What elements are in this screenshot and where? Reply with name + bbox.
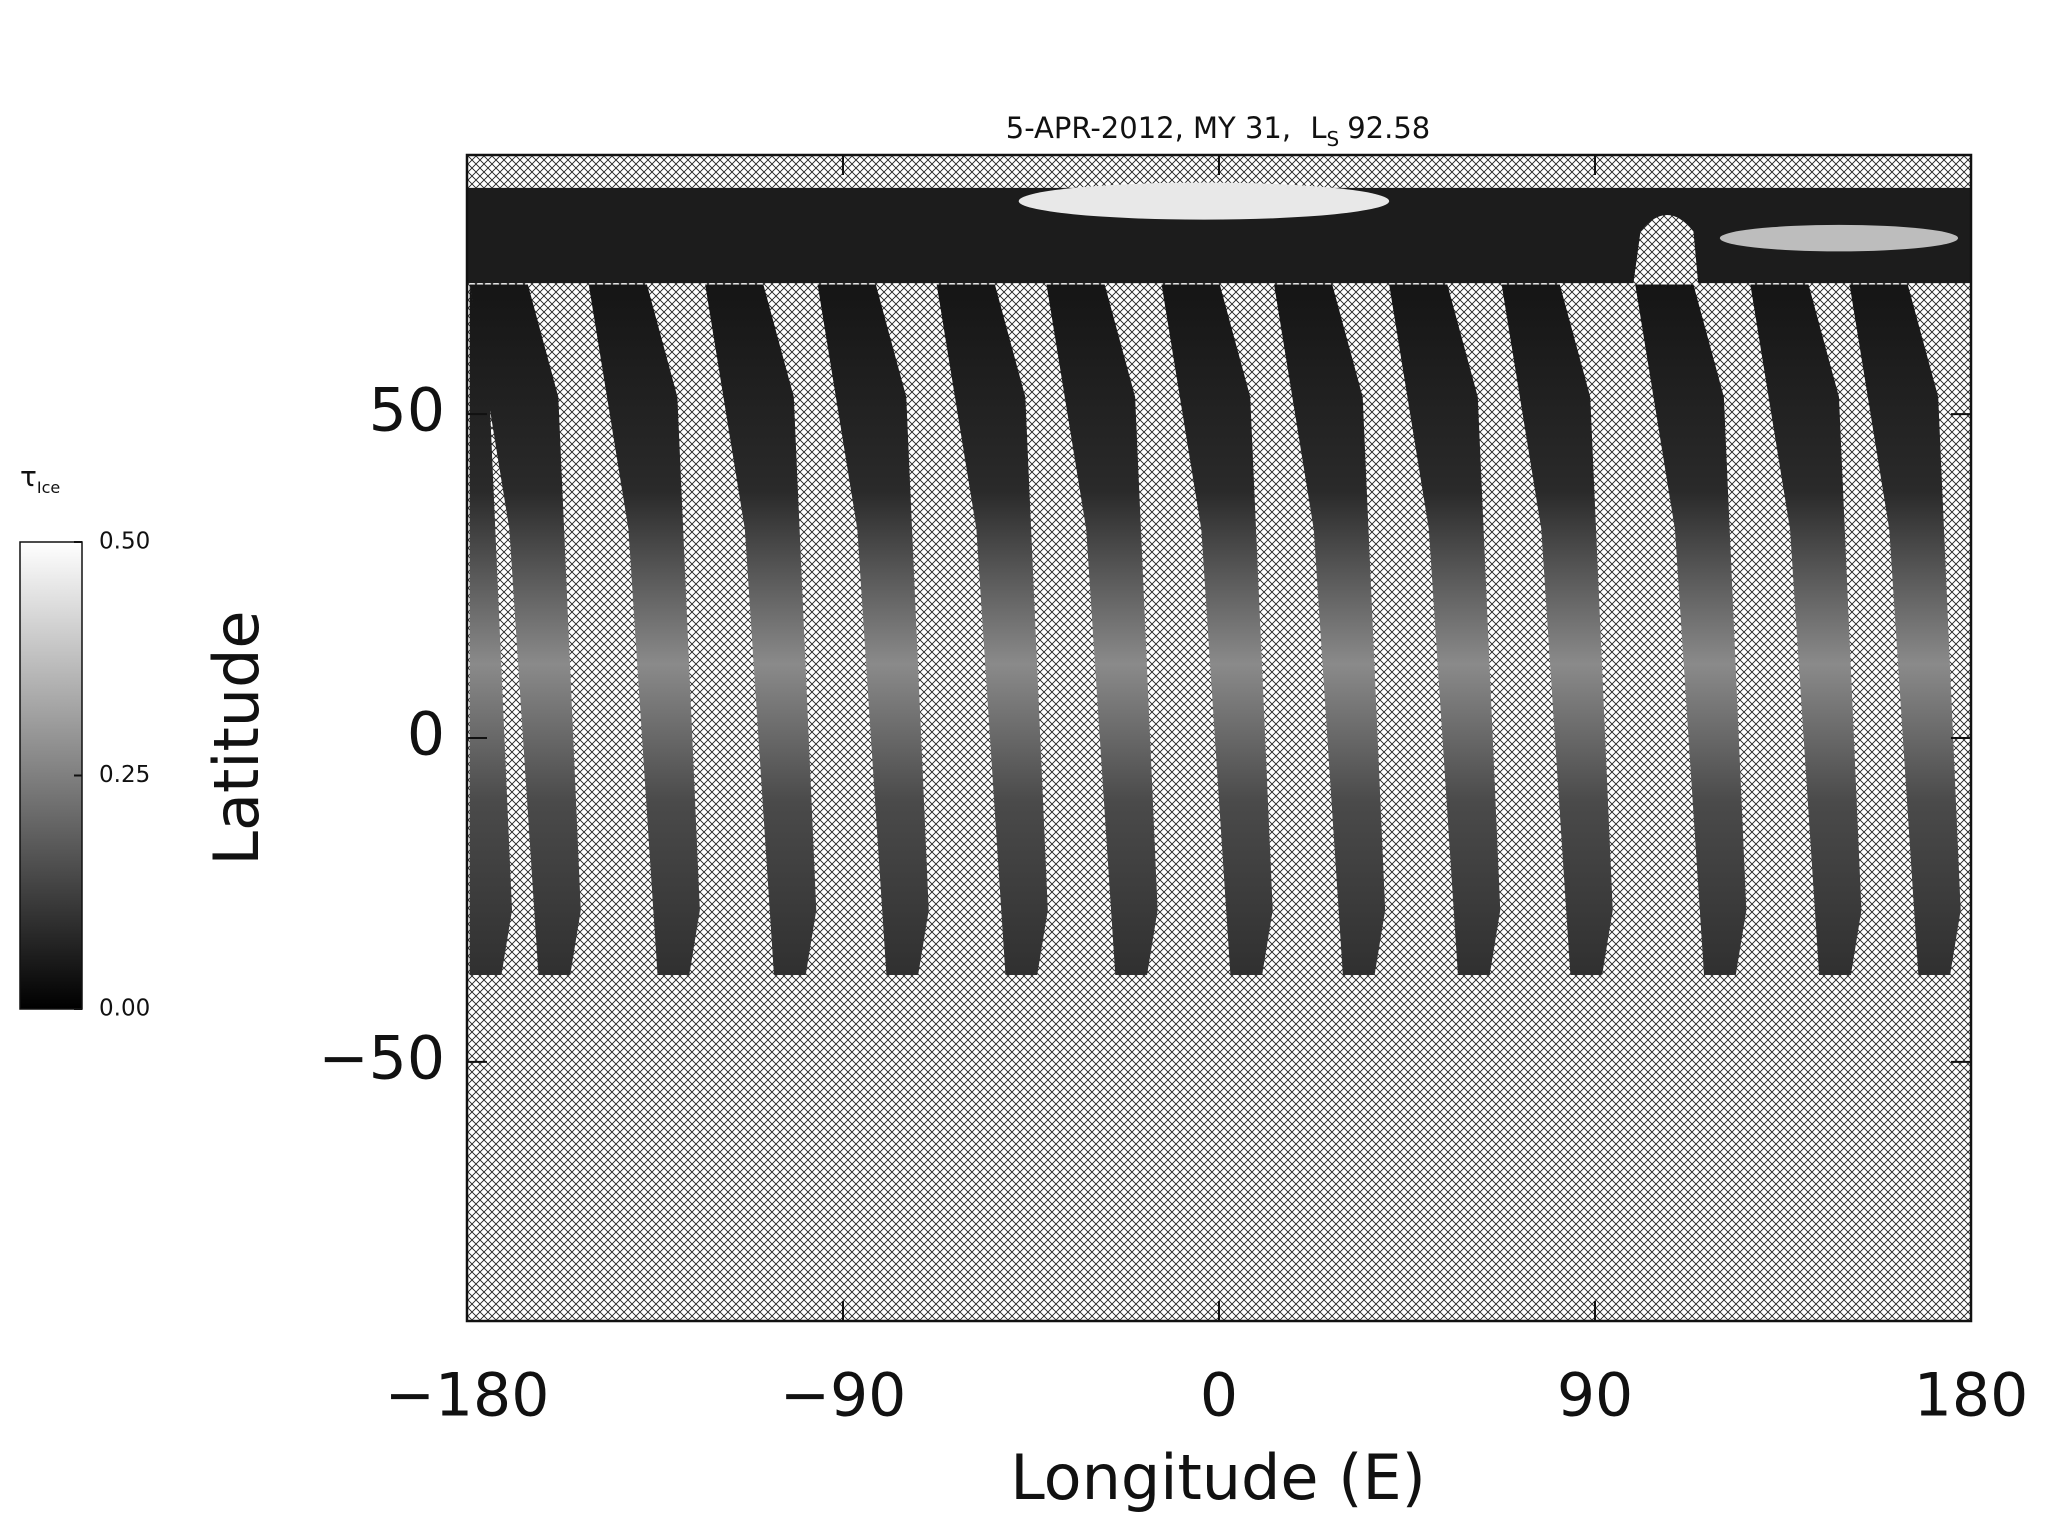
x-tick-label: −180 [385,1361,550,1431]
orbit-swath [817,284,929,976]
x-tick-label: 180 [1914,1361,2029,1431]
y-axis-label: Latitude [200,610,273,865]
title-symbol: L [1310,111,1326,145]
colorbar-subscript: Ice [37,478,60,497]
orbit-swath [1635,284,1747,976]
orbit-swath [1274,284,1386,976]
orbit-swath [469,284,581,976]
title-date: 5-APR-2012, MY 31, [1006,111,1291,145]
chart-title: 5-APR-2012, MY 31, LS 92.58 [1006,111,1430,151]
y-tick-label: −50 [318,1023,445,1093]
x-tick-label: 90 [1557,1361,1633,1431]
x-tick-label: 0 [1200,1361,1238,1431]
orbit-swath [1389,284,1501,976]
colorbar-label: τIce [20,460,60,497]
colorbar-tick-label: 0.00 [99,996,150,1022]
colorbar [19,541,83,1010]
colorbar-symbol: τ [20,460,37,493]
colorbar-tick-label: 0.50 [99,529,150,555]
orbit-swath [469,284,512,976]
title-value: 92.58 [1347,111,1430,145]
x-axis-label: Longitude (E) [1010,1441,1426,1514]
orbit-swath [1161,284,1273,976]
y-tick-label: 0 [407,700,445,770]
title-subscript: S [1327,127,1340,151]
orbit-swath [1750,284,1862,976]
x-tick-label: −90 [780,1361,907,1431]
plot-area [467,155,1971,1321]
polar-ice [1719,224,1959,252]
orbit-swath [1046,284,1158,976]
orbit-swath [588,284,700,976]
colorbar-tick-label: 0.25 [99,762,150,788]
polar-ice [1018,182,1390,220]
orbit-swath [1501,284,1613,976]
y-tick-label: 50 [369,376,445,446]
orbit-swath [705,284,817,976]
orbit-swath [936,284,1048,976]
orbit-swath [1849,284,1961,976]
